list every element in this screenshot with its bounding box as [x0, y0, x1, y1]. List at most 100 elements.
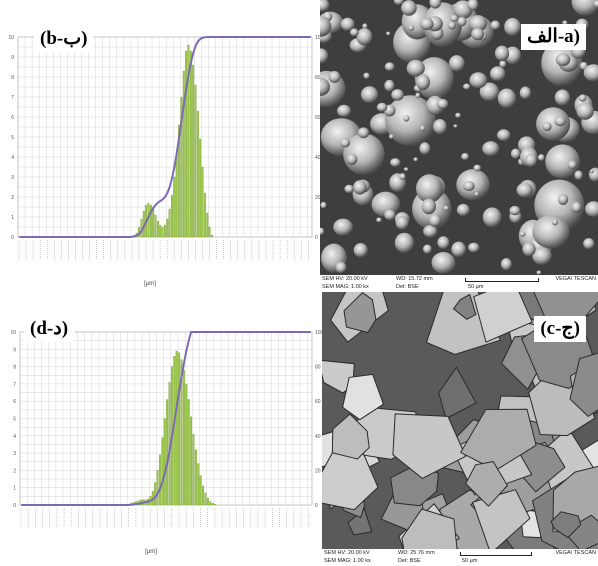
particle-sphere	[510, 148, 521, 159]
angular-particle	[322, 450, 379, 511]
particle-sphere	[320, 16, 332, 37]
histogram-bar	[199, 475, 202, 506]
histogram-bar	[194, 449, 197, 506]
particle-sphere	[468, 15, 488, 32]
sem-a-mag: SEM MAG: 1.00 kx	[322, 284, 369, 290]
particle-sphere	[340, 138, 351, 148]
sem-c-det: Det: BSE	[398, 558, 421, 564]
particle-sphere	[395, 215, 409, 230]
histogram-bar	[173, 176, 176, 238]
particle-sphere	[482, 141, 500, 156]
particle-sphere	[482, 207, 502, 228]
particle-sphere	[390, 158, 401, 167]
x-axis-label: [µm]	[145, 549, 157, 555]
particle-sphere	[343, 133, 385, 175]
particle-sphere	[408, 25, 415, 31]
particle-sphere	[532, 246, 552, 265]
y-tick-label: 8	[11, 75, 14, 81]
sem-a-hv: SEM HV: 20.00 kV	[322, 276, 368, 282]
particle-sphere	[333, 218, 353, 236]
chart-panel-b: 012345678910020406080100[µm] (b-ب)	[0, 0, 320, 292]
histogram-bar	[211, 234, 213, 238]
sem-c-wd: WD: 25.76 mm	[398, 550, 435, 556]
particle-sphere	[401, 0, 417, 16]
y2-tick-label: 0	[315, 503, 318, 509]
particle-sphere	[320, 0, 330, 12]
y2-tick-label: 60	[315, 115, 320, 121]
histogram-bar	[203, 192, 206, 238]
particle-sphere	[456, 203, 470, 217]
y-tick-label: 2	[11, 195, 14, 201]
y-tick-label: 7	[13, 382, 16, 388]
histogram-bar	[178, 352, 181, 506]
particle-sphere	[422, 244, 432, 254]
y-tick-label: 10	[10, 330, 16, 336]
particle-sphere	[583, 238, 595, 250]
particle-sphere	[393, 0, 405, 6]
sem-c-scale-bar	[460, 552, 532, 556]
particle-sphere	[497, 88, 516, 109]
particle-sphere	[403, 167, 409, 172]
particle-sphere	[589, 169, 595, 174]
angular-particle	[569, 352, 598, 418]
sem-a-scale: 50 µm	[468, 284, 484, 290]
sem-info-bar-a: SEM HV: 20.00 kV SEM MAG: 1.00 kx WD: 15…	[320, 275, 598, 292]
particle-sphere	[451, 241, 466, 257]
y2-tick-label: 100	[315, 330, 322, 336]
y-tick-label: 1	[13, 486, 16, 492]
sem-c-scale: 50 µm	[462, 558, 478, 564]
particle-sphere	[479, 82, 500, 101]
y-tick-label: 4	[11, 155, 14, 161]
angular-particle	[342, 373, 385, 421]
angular-particle	[550, 511, 582, 539]
particle-sphere	[500, 258, 512, 271]
particle-sphere	[469, 72, 488, 89]
particle-sphere	[463, 181, 475, 192]
particle-sphere	[353, 243, 368, 258]
particle-sphere	[467, 0, 479, 11]
cumulative-curve	[21, 331, 311, 506]
histogram-bar	[206, 212, 209, 238]
sem-a-det: Det: BSE	[396, 284, 419, 290]
histogram-bar	[206, 497, 209, 506]
particle-sphere	[461, 152, 470, 161]
particle-sphere	[509, 205, 521, 216]
histogram-bar	[180, 96, 183, 238]
histogram-bar	[152, 208, 155, 238]
particle-sphere	[363, 72, 370, 79]
y-tick-label: 10	[8, 35, 14, 41]
y-tick-label: 1	[11, 215, 14, 221]
particle-sphere	[499, 60, 507, 68]
particle-sphere	[504, 18, 521, 36]
histogram-bar	[163, 224, 166, 238]
particle-sphere	[542, 122, 552, 132]
y-tick-label: 0	[11, 235, 14, 241]
histogram-bar	[197, 463, 200, 506]
angular-particle	[472, 489, 531, 555]
particle-sphere	[571, 201, 582, 213]
particle-sphere	[443, 205, 449, 211]
particle-sphere	[394, 232, 414, 253]
particle-sphere	[574, 170, 583, 181]
histogram-bar	[214, 503, 217, 506]
sem-a-brand: VEGA\ TESCAN	[555, 276, 596, 282]
particle-sphere	[490, 20, 501, 30]
particle-sphere	[406, 59, 425, 77]
histogram-bar	[194, 84, 197, 238]
histogram-bar	[209, 501, 212, 506]
particle-sphere	[350, 28, 359, 37]
sem-image-c: (c-ج) SEM HV: 20.00 kV SEM MAG: 1.00 kx …	[322, 292, 598, 566]
angular-particle	[465, 461, 509, 507]
particle-sphere	[554, 89, 571, 106]
particle-sphere	[571, 0, 598, 16]
angular-particle	[392, 413, 467, 479]
histogram-bar	[187, 399, 190, 506]
histogram-bar	[163, 418, 166, 506]
histogram-bar	[180, 359, 183, 506]
y-tick-label: 6	[13, 399, 16, 405]
particle-sphere	[453, 124, 458, 128]
particle-sphere	[585, 201, 598, 217]
histogram-bar	[185, 383, 188, 506]
particle-sphere	[545, 144, 580, 179]
chart-b-svg: 012345678910020406080100[µm]	[8, 35, 320, 287]
